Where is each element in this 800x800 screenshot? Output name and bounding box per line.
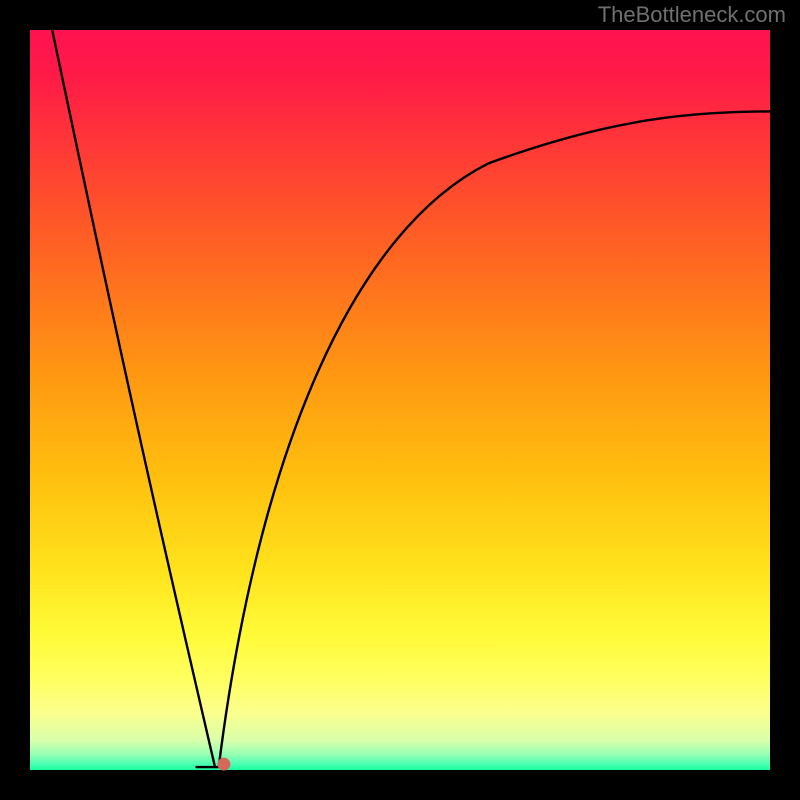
bottleneck-chart bbox=[0, 0, 800, 800]
optimal-point-marker bbox=[217, 758, 230, 771]
chart-container: TheBottleneck.com bbox=[0, 0, 800, 800]
chart-gradient-bg bbox=[30, 30, 770, 770]
watermark-text: TheBottleneck.com bbox=[598, 2, 786, 28]
